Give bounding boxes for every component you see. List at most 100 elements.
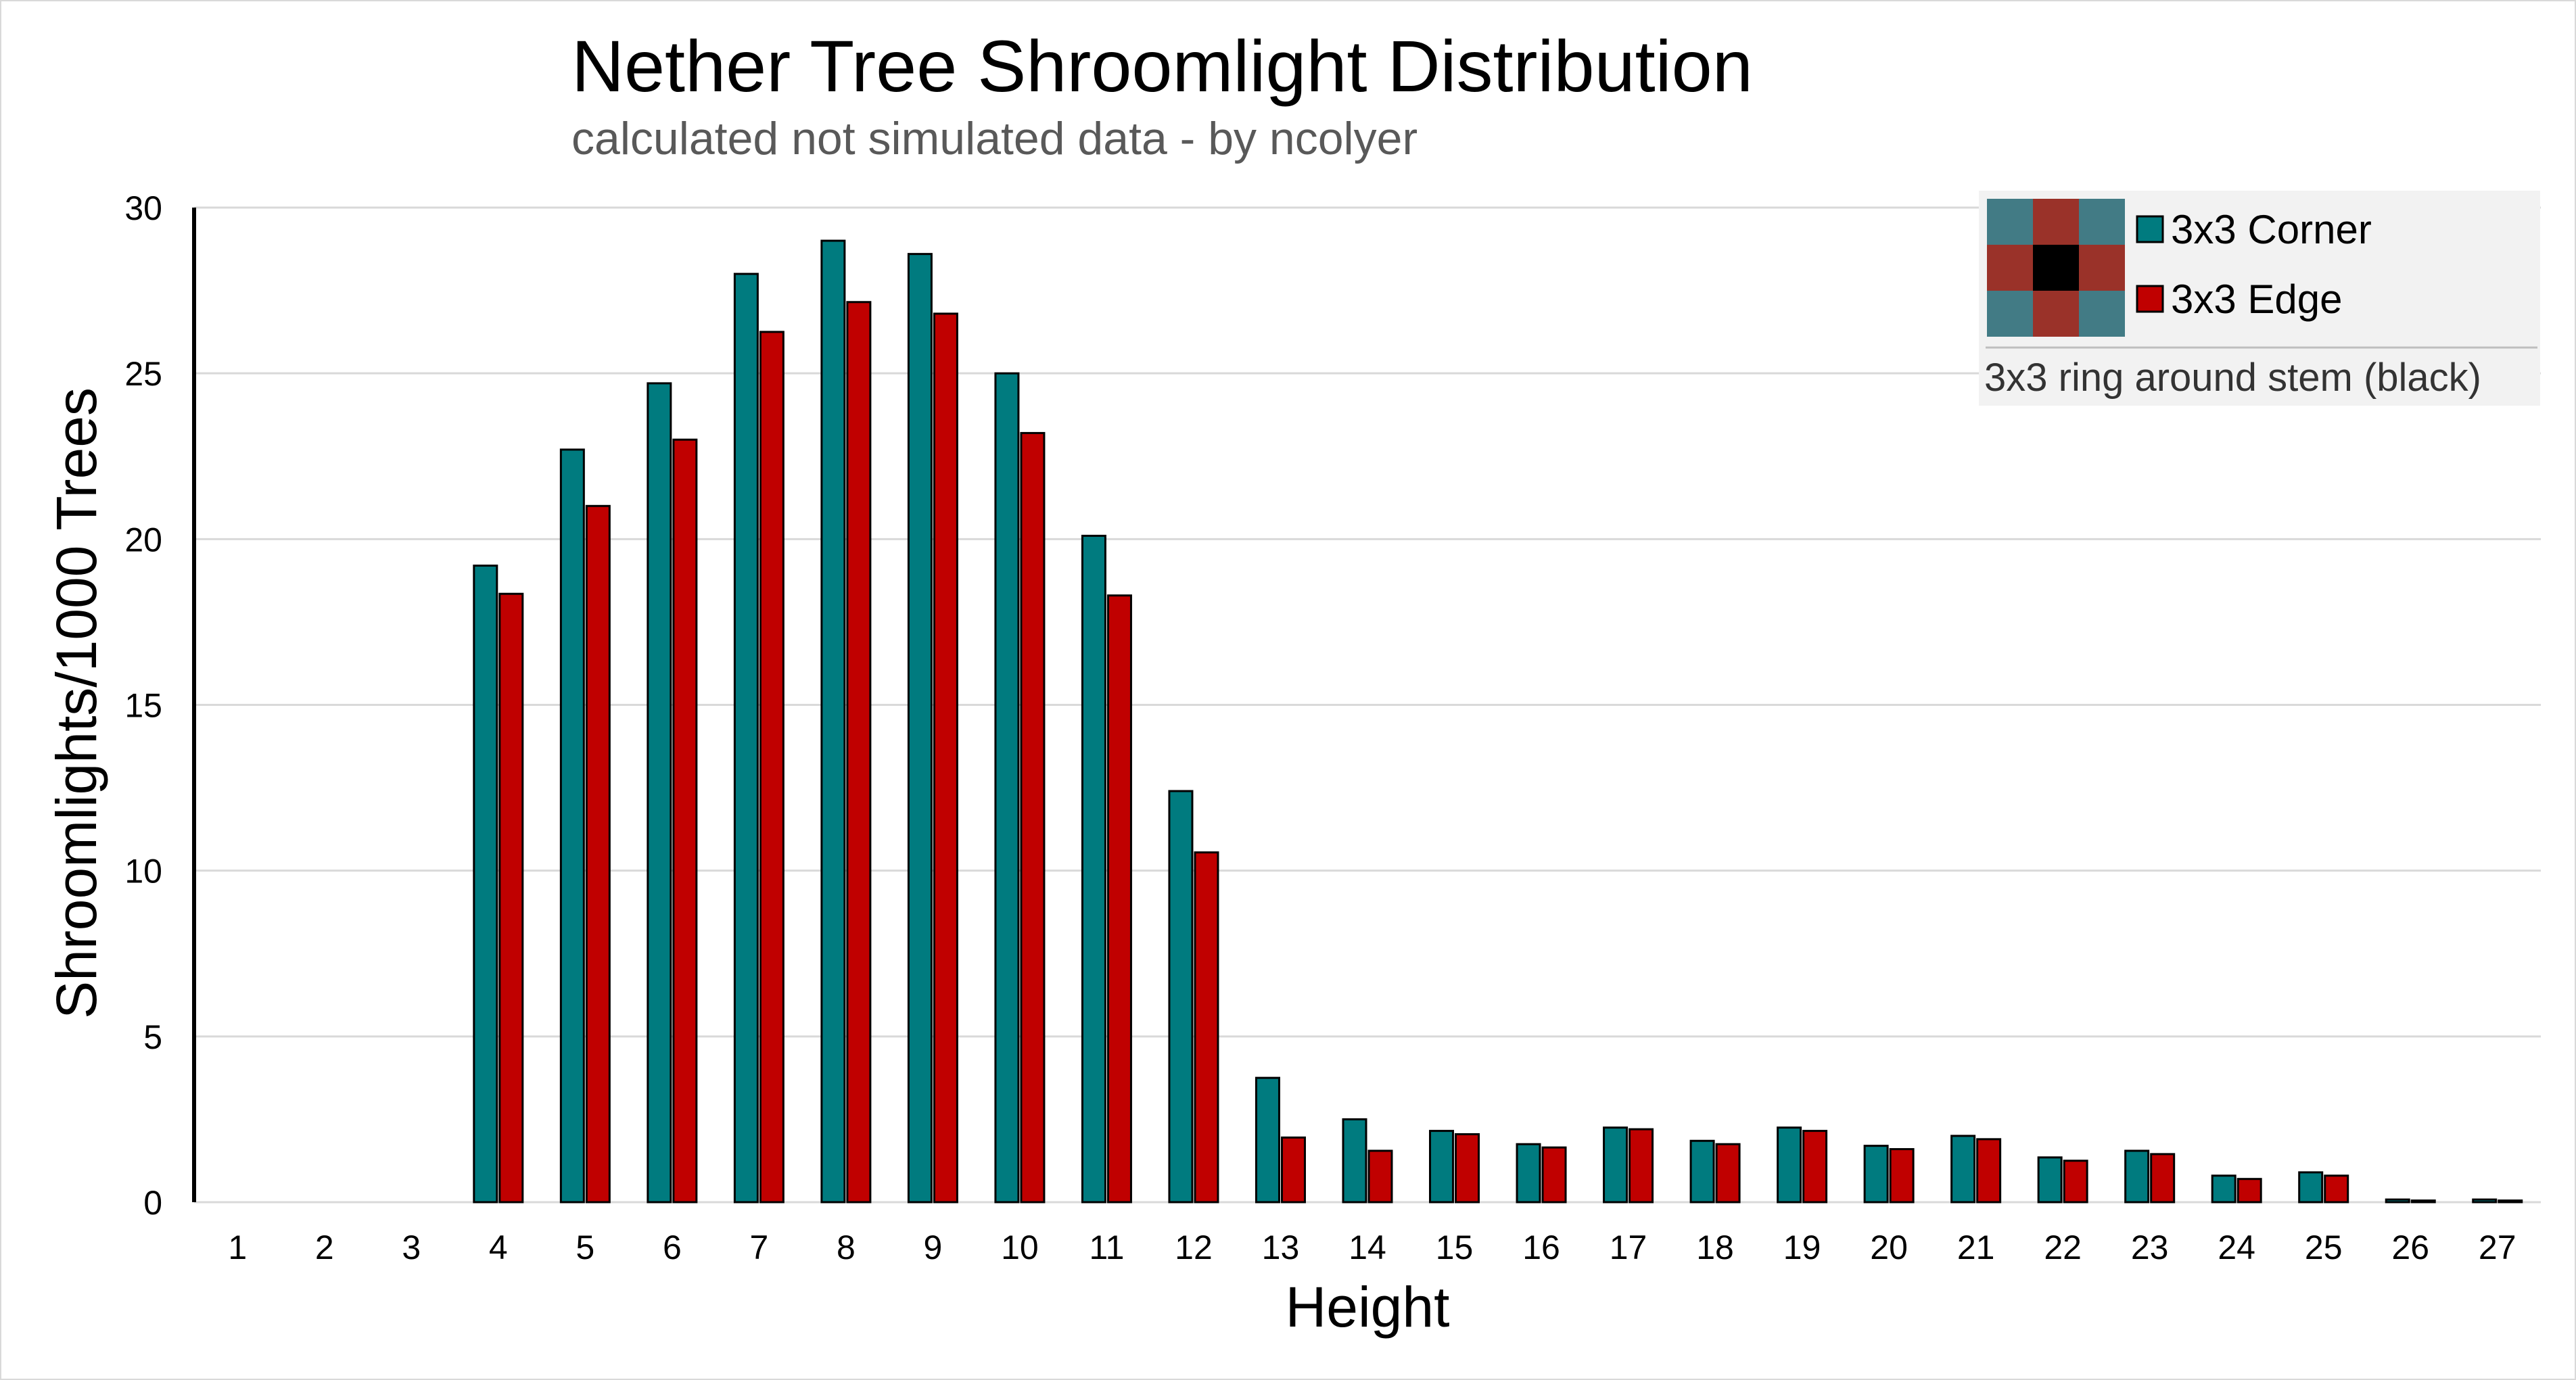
bar-edge: [2237, 1178, 2262, 1204]
bar-corner: [1777, 1126, 1802, 1204]
x-tick-label: 7: [749, 1229, 768, 1266]
x-tick-label: 27: [2479, 1229, 2516, 1266]
bar-edge: [672, 438, 698, 1204]
legend: 3x3 Corner 3x3 Edge 3x3 ring around stem…: [1979, 191, 2540, 406]
x-tick-label: 23: [2131, 1229, 2169, 1266]
y-tick-labels: 0 5 10 15 20 25 30: [124, 189, 162, 1222]
legend-label-edge: 3x3 Edge: [2171, 277, 2343, 322]
bar-corner: [1516, 1143, 1541, 1204]
edge-cell: [2033, 199, 2079, 245]
bar-edge: [1802, 1130, 1828, 1204]
x-tick-label: 4: [489, 1229, 508, 1266]
y-tick-label: 25: [124, 355, 162, 393]
legend-label-corner: 3x3 Corner: [2171, 207, 2372, 252]
x-tick-label: 5: [576, 1229, 594, 1266]
x-tick-label: 2: [315, 1229, 334, 1266]
x-tick-label: 8: [837, 1229, 856, 1266]
bar-edge: [2498, 1199, 2523, 1204]
x-tick-label: 1: [228, 1229, 247, 1266]
chart-subtitle: calculated not simulated data - by ncoly…: [571, 113, 1418, 164]
bar-edge: [1889, 1148, 1915, 1204]
x-tick-label: 9: [924, 1229, 943, 1266]
bar-corner: [2211, 1174, 2237, 1204]
bar-corner: [1603, 1126, 1629, 1204]
legend-swatch-corner: [2136, 215, 2164, 243]
x-tick-label: 10: [1001, 1229, 1039, 1266]
x-tick-label: 13: [1262, 1229, 1300, 1266]
bar-corner: [820, 239, 846, 1204]
edge-cell: [1987, 245, 2033, 291]
bar-edge: [2324, 1174, 2349, 1204]
bar-edge: [933, 312, 958, 1204]
x-tick-label: 14: [1349, 1229, 1386, 1266]
x-tick-label: 11: [1089, 1229, 1124, 1266]
bar-corner: [473, 565, 498, 1204]
bar-corner: [1863, 1145, 1889, 1204]
bar-corner: [1168, 790, 1194, 1204]
bar-edge: [498, 592, 524, 1204]
bars: [473, 239, 2523, 1204]
bar-corner: [994, 372, 1020, 1204]
edge-cell: [2079, 245, 2125, 291]
stem-cell: [2033, 245, 2079, 291]
x-tick-label: 16: [1522, 1229, 1560, 1266]
bar-edge: [1020, 431, 1046, 1204]
bar-corner: [907, 253, 933, 1204]
x-tick-label: 12: [1175, 1229, 1213, 1266]
bar-corner: [2124, 1149, 2150, 1204]
corner-cell: [1987, 199, 2033, 245]
x-tick-label: 25: [2305, 1229, 2343, 1266]
bar-edge: [846, 301, 872, 1204]
bar-edge: [2150, 1153, 2176, 1204]
bar-corner: [1950, 1135, 1976, 1204]
corner-cell: [2079, 199, 2125, 245]
bar-corner: [1255, 1076, 1280, 1204]
x-tick-label: 20: [1870, 1229, 1908, 1266]
bar-corner: [2298, 1171, 2324, 1204]
x-axis-title: Height: [1286, 1275, 1450, 1339]
x-tick-label: 24: [2218, 1229, 2255, 1266]
chart-title: Nether Tree Shroomlight Distribution: [571, 25, 1753, 107]
y-tick-label: 0: [143, 1184, 162, 1222]
y-axis-title: Shroomlights/1000 Trees: [45, 387, 108, 1019]
bar-edge: [759, 331, 784, 1204]
bar-edge: [1541, 1146, 1567, 1204]
corner-cell: [2079, 291, 2125, 337]
bar-edge: [1367, 1149, 1393, 1204]
x-tick-label: 22: [2044, 1229, 2082, 1266]
bar-corner: [2472, 1198, 2498, 1204]
corner-cell: [1987, 291, 2033, 337]
x-tick-label: 26: [2391, 1229, 2429, 1266]
bar-corner: [647, 382, 672, 1204]
x-tick-label: 3: [402, 1229, 421, 1266]
bar-edge: [2063, 1160, 2088, 1204]
bar-edge: [1455, 1133, 1480, 1204]
bar-corner: [559, 448, 585, 1204]
x-tick-label: 6: [663, 1229, 682, 1266]
legend-swatch-edge: [2136, 285, 2164, 313]
y-tick-label: 20: [124, 521, 162, 558]
bar-edge: [1194, 851, 1219, 1204]
x-tick-label: 15: [1436, 1229, 1474, 1266]
x-tick-label: 21: [1957, 1229, 1995, 1266]
bar-corner: [1342, 1118, 1367, 1204]
edge-cell: [2033, 291, 2079, 337]
x-tick-label: 19: [1783, 1229, 1821, 1266]
bar-edge: [1106, 594, 1132, 1204]
y-tick-label: 10: [124, 853, 162, 890]
y-tick-label: 5: [143, 1018, 162, 1056]
x-tick-label: 18: [1696, 1229, 1734, 1266]
bar-corner: [1081, 534, 1106, 1204]
bar-corner: [2385, 1198, 2410, 1204]
y-tick-label: 15: [124, 687, 162, 725]
bar-corner: [2037, 1156, 2063, 1204]
bar-corner: [733, 272, 759, 1204]
bar-edge: [2410, 1199, 2436, 1204]
bar-edge: [585, 504, 611, 1204]
x-tick-labels: 1 2 3 4 5 6 7 8 9 10 11 12 13 14 15 16 17 18 19 20 21 22 23 24 2…: [228, 1229, 2516, 1266]
bar-edge: [1280, 1136, 1306, 1204]
bar-corner: [1689, 1139, 1715, 1204]
bar-edge: [1976, 1138, 2002, 1204]
y-tick-label: 30: [124, 189, 162, 227]
